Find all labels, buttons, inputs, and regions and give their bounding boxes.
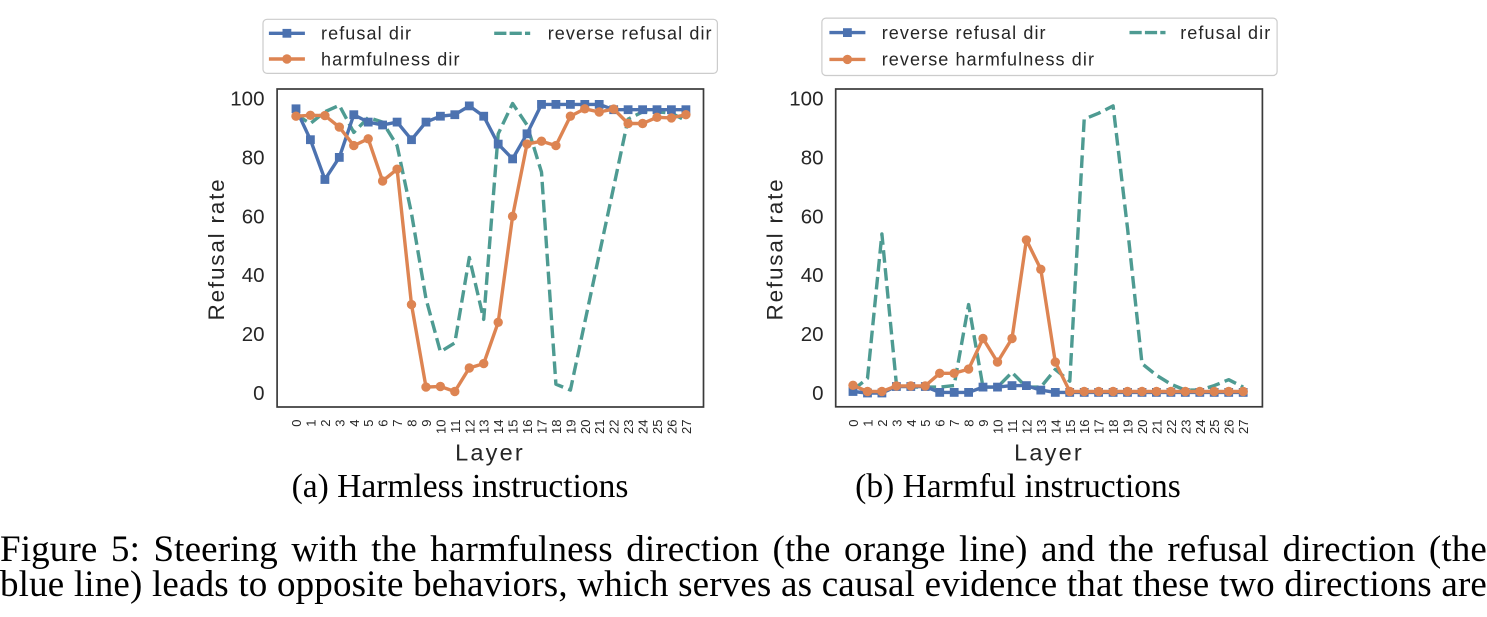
- svg-text:40: 40: [242, 264, 265, 287]
- svg-text:22: 22: [1164, 420, 1179, 434]
- svg-text:26: 26: [1222, 420, 1237, 434]
- svg-text:10: 10: [433, 420, 448, 434]
- svg-text:21: 21: [592, 420, 607, 434]
- svg-text:reverse refusal dir: reverse refusal dir: [882, 23, 1047, 43]
- svg-text:refusal dir: refusal dir: [321, 24, 412, 44]
- svg-text:10: 10: [991, 420, 1006, 434]
- svg-text:reverse harmfulness dir: reverse harmfulness dir: [882, 50, 1095, 70]
- svg-text:reverse refusal dir: reverse refusal dir: [548, 24, 713, 44]
- svg-text:100: 100: [230, 88, 264, 111]
- svg-text:24: 24: [636, 420, 651, 434]
- svg-text:Refusal rate: Refusal rate: [204, 178, 229, 321]
- svg-text:23: 23: [1178, 420, 1193, 434]
- svg-text:11: 11: [448, 420, 463, 434]
- svg-text:3: 3: [332, 420, 347, 427]
- svg-text:4: 4: [904, 420, 919, 427]
- svg-text:20: 20: [242, 323, 265, 346]
- svg-text:17: 17: [1092, 420, 1107, 434]
- svg-text:4: 4: [347, 420, 362, 427]
- svg-text:16: 16: [1077, 420, 1092, 434]
- svg-text:Layer: Layer: [1014, 440, 1084, 466]
- svg-text:60: 60: [801, 205, 824, 228]
- svg-text:8: 8: [962, 420, 977, 427]
- svg-text:1: 1: [303, 420, 318, 427]
- svg-text:80: 80: [242, 146, 265, 169]
- svg-text:22: 22: [607, 420, 622, 434]
- svg-text:19: 19: [1121, 420, 1136, 434]
- svg-text:24: 24: [1193, 420, 1208, 434]
- svg-text:7: 7: [390, 420, 405, 427]
- svg-text:27: 27: [679, 420, 694, 434]
- svg-text:11: 11: [1005, 420, 1020, 434]
- svg-text:8: 8: [405, 420, 420, 427]
- svg-text:20: 20: [1135, 420, 1150, 434]
- svg-text:12: 12: [462, 420, 477, 434]
- svg-text:21: 21: [1150, 420, 1165, 434]
- svg-text:1: 1: [861, 420, 876, 427]
- svg-text:14: 14: [1048, 420, 1063, 434]
- svg-text:refusal dir: refusal dir: [1180, 23, 1271, 43]
- svg-text:Layer: Layer: [455, 440, 525, 466]
- svg-text:6: 6: [376, 420, 391, 427]
- svg-text:13: 13: [1034, 420, 1049, 434]
- svg-text:9: 9: [419, 420, 434, 427]
- svg-text:40: 40: [801, 264, 824, 287]
- svg-text:20: 20: [578, 420, 593, 434]
- svg-text:27: 27: [1236, 420, 1251, 434]
- svg-text:3: 3: [889, 420, 904, 427]
- svg-text:0: 0: [253, 382, 264, 405]
- svg-text:18: 18: [1106, 420, 1121, 434]
- svg-text:25: 25: [1207, 420, 1222, 434]
- svg-text:23: 23: [621, 420, 636, 434]
- svg-text:26: 26: [664, 420, 679, 434]
- svg-text:0: 0: [812, 382, 823, 405]
- svg-text:0: 0: [846, 420, 861, 427]
- svg-text:100: 100: [789, 88, 823, 111]
- svg-text:harmfulness dir: harmfulness dir: [321, 49, 461, 69]
- svg-text:15: 15: [1063, 420, 1078, 434]
- svg-text:Refusal rate: Refusal rate: [763, 178, 788, 321]
- svg-text:5: 5: [361, 420, 376, 427]
- svg-text:6: 6: [933, 420, 948, 427]
- svg-text:18: 18: [549, 420, 564, 434]
- svg-text:5: 5: [918, 420, 933, 427]
- svg-text:20: 20: [801, 323, 824, 346]
- svg-text:2: 2: [875, 420, 890, 427]
- svg-text:0: 0: [289, 420, 304, 427]
- svg-text:7: 7: [947, 420, 962, 427]
- svg-text:80: 80: [801, 146, 824, 169]
- svg-text:14: 14: [491, 420, 506, 434]
- svg-text:9: 9: [976, 420, 991, 427]
- svg-text:15: 15: [506, 420, 521, 434]
- svg-text:60: 60: [242, 205, 265, 228]
- svg-text:2: 2: [318, 420, 333, 427]
- svg-text:16: 16: [520, 420, 535, 434]
- svg-text:25: 25: [650, 420, 665, 434]
- svg-text:17: 17: [535, 420, 550, 434]
- svg-text:19: 19: [563, 420, 578, 434]
- svg-text:12: 12: [1019, 420, 1034, 434]
- svg-text:13: 13: [477, 420, 492, 434]
